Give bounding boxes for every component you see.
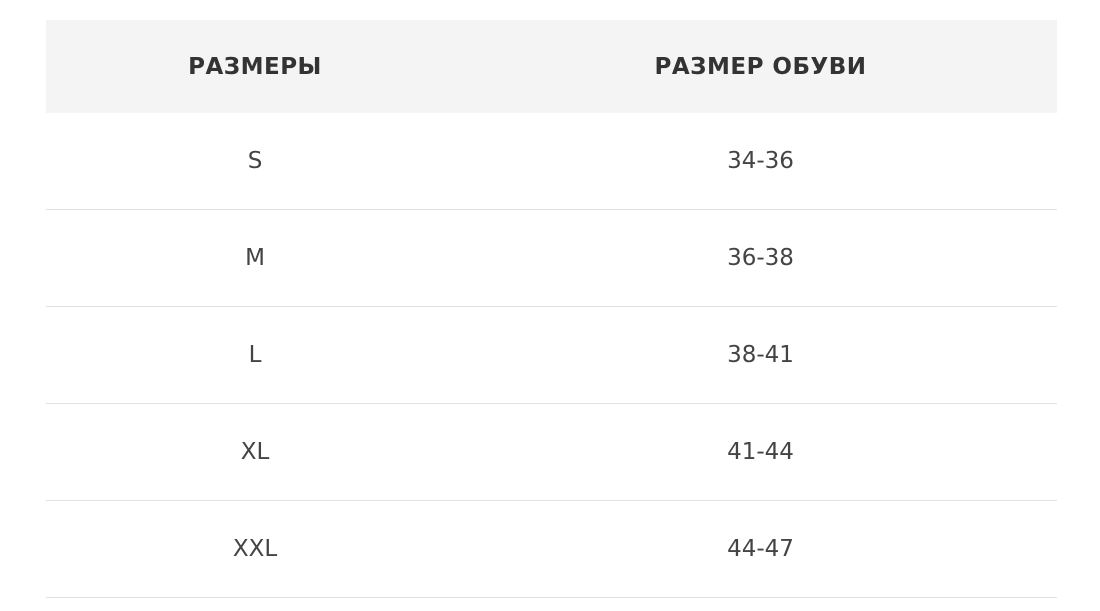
table-row: XXL 44-47 (46, 500, 1057, 598)
table-row: XL 41-44 (46, 403, 1057, 501)
shoe-size-cell: 36-38 (464, 209, 1057, 307)
size-table: РАЗМЕРЫ РАЗМЕР ОБУВИ S 34-36 M 36-38 L 3… (46, 20, 1057, 598)
size-cell: M (46, 209, 464, 307)
shoe-size-cell: 41-44 (464, 403, 1057, 501)
shoe-size-cell: 44-47 (464, 500, 1057, 598)
size-cell: XXL (46, 500, 464, 598)
shoe-size-cell: 38-41 (464, 306, 1057, 404)
header-sizes: РАЗМЕРЫ (46, 20, 464, 113)
size-cell: XL (46, 403, 464, 501)
header-shoe-size: РАЗМЕР ОБУВИ (464, 20, 1057, 113)
table-header-row: РАЗМЕРЫ РАЗМЕР ОБУВИ (46, 20, 1057, 113)
table-row: M 36-38 (46, 209, 1057, 307)
size-cell: S (46, 113, 464, 210)
size-cell: L (46, 306, 464, 404)
table-row: S 34-36 (46, 113, 1057, 210)
shoe-size-cell: 34-36 (464, 113, 1057, 210)
table-row: L 38-41 (46, 306, 1057, 404)
